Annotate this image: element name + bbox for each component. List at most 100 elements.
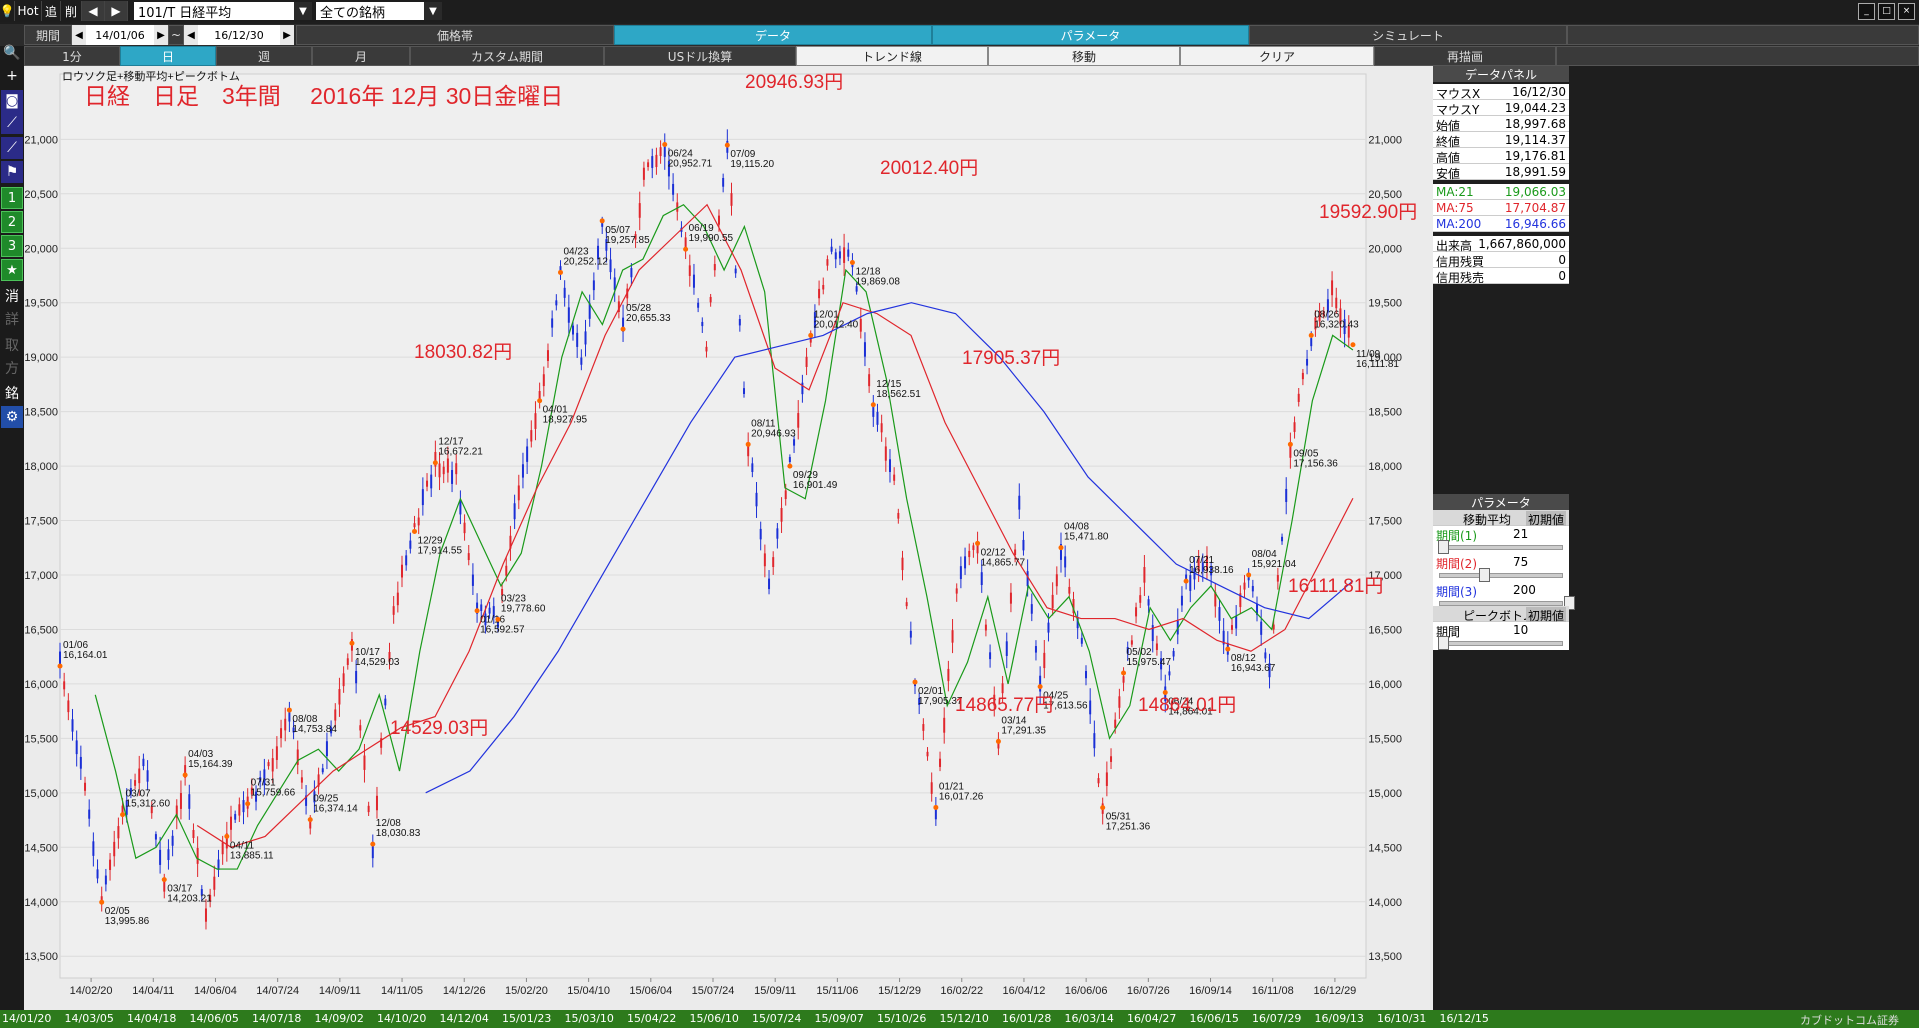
tf-daily[interactable]: 日 [120, 46, 216, 66]
delete-button[interactable]: 削 [61, 1, 82, 21]
trendline-button[interactable]: トレンド線 [796, 46, 988, 66]
data-panel-row: MA:200 16,946.66 [1433, 216, 1569, 232]
candle-body [446, 458, 449, 473]
erase-button[interactable]: 消 [5, 289, 19, 305]
minimize-button[interactable]: _ [1858, 2, 1875, 20]
period-slider-row[interactable]: 期間 10 [1433, 622, 1569, 650]
bottom-date-tick: 15/01/23 [502, 1012, 552, 1025]
custom-period-button[interactable]: カスタム期間 [410, 46, 604, 66]
period-slider-row[interactable]: 期間(3) 200 [1433, 582, 1575, 610]
chart-line-icon[interactable]: ⟋ [1, 112, 23, 134]
peak-value-label: 14,753.84 [292, 724, 337, 735]
universe-select[interactable]: 全ての銘柄 ▼ [316, 2, 442, 21]
slider-handle[interactable] [1438, 636, 1450, 650]
candle-body [1205, 555, 1208, 571]
end-prev-button[interactable]: ◀ [184, 25, 198, 45]
flag-icon[interactable]: ⚑ [1, 161, 23, 183]
price-chart[interactable]: 21,000 21,000 20,500 20,500 20,000 20,000 19,5… [24, 66, 1433, 1010]
tf-monthly[interactable]: 月 [312, 46, 410, 66]
peak-date-label: 01/06 [63, 640, 88, 651]
bulb-icon[interactable]: 💡 [0, 1, 15, 21]
symbol-button[interactable]: 銘 [5, 386, 19, 402]
peak-date-label: 06/24 [1168, 697, 1193, 708]
start-next-button[interactable]: ▶ [154, 25, 168, 45]
hot-button[interactable]: Hot [15, 1, 42, 21]
detail-button[interactable]: 詳 [5, 312, 19, 328]
tab-parameters[interactable]: パラメータ [932, 25, 1249, 45]
reset-button[interactable]: 初期値 [1525, 607, 1566, 624]
slider-handle[interactable] [1479, 568, 1491, 582]
peak-date-label: 10/17 [355, 647, 380, 658]
slider-track[interactable] [1439, 573, 1563, 578]
slider-handle[interactable] [1438, 540, 1450, 554]
candle-body [505, 565, 508, 576]
chevron-down-icon[interactable]: ▼ [424, 2, 442, 20]
candle-body [434, 451, 437, 467]
move-button[interactable]: 移動 [988, 46, 1180, 66]
slider-handle[interactable] [1563, 596, 1575, 610]
tab-simulate[interactable]: シミュレート [1249, 25, 1567, 45]
candle-body [384, 698, 387, 706]
add-button[interactable]: 追 [42, 1, 61, 21]
y-tick-label-right: 16,500 [1368, 624, 1402, 636]
period-value-input[interactable]: 200 [1513, 583, 1536, 597]
star-icon[interactable]: ★ [1, 259, 23, 281]
next-symbol-button[interactable]: ▶ [105, 1, 128, 21]
magnifier-icon[interactable]: 🔍 [3, 45, 21, 61]
start-prev-button[interactable]: ◀ [72, 25, 86, 45]
candle-body [1193, 568, 1196, 580]
candle-body [1147, 599, 1150, 606]
peak-value-label: 15,975.47 [1127, 657, 1172, 668]
x-tick-label: 16/06/06 [1065, 985, 1108, 997]
layout-2-button[interactable]: 2 [1, 211, 23, 233]
reset-button[interactable]: 初期値 [1525, 511, 1566, 528]
redraw-button[interactable]: 再描画 [1374, 46, 1556, 66]
peak-value-label: 18,562.51 [876, 389, 921, 400]
period-slider-row[interactable]: 期間(2) 75 [1433, 554, 1569, 582]
usd-convert-button[interactable]: USドル換算 [604, 46, 796, 66]
peak-date-label: 08/12 [1231, 653, 1256, 664]
peak-marker [557, 269, 563, 275]
clear-button[interactable]: クリア [1180, 46, 1374, 66]
method-button[interactable]: 方 [5, 361, 19, 377]
peak-marker [1162, 690, 1168, 696]
period-slider-row[interactable]: 期間(1) 21 [1433, 526, 1569, 554]
symbol-select[interactable]: 101/T 日経平均 ▼ [134, 2, 312, 21]
slider-track[interactable] [1439, 545, 1563, 550]
tf-weekly[interactable]: 週 [216, 46, 312, 66]
gear-icon[interactable]: ⚙ [1, 406, 23, 428]
candle-body [313, 791, 316, 803]
candle-body [367, 805, 370, 813]
tf-1min[interactable]: 1分 [24, 46, 120, 66]
chevron-down-icon[interactable]: ▼ [294, 2, 312, 20]
close-button[interactable]: × [1898, 2, 1915, 20]
period-value-input[interactable]: 10 [1513, 623, 1529, 637]
bottom-date-bar[interactable]: 14/01/20 14/03/05 14/04/18 14/06/05 14/07/18… [0, 1010, 1919, 1028]
layout-3-button[interactable]: 3 [1, 235, 23, 257]
candle-body [109, 859, 112, 871]
trade-button[interactable]: 取 [5, 338, 19, 354]
slider-track[interactable] [1439, 601, 1563, 606]
prev-symbol-button[interactable]: ◀ [82, 1, 105, 21]
end-next-button[interactable]: ▶ [280, 25, 294, 45]
chart-compare-icon[interactable]: ⟋ [1, 137, 23, 159]
period-value-input[interactable]: 21 [1513, 527, 1529, 541]
candle-body [1155, 643, 1158, 650]
bottom-date-tick: 14/10/20 [377, 1012, 427, 1025]
camera-icon[interactable]: ◙ [1, 90, 23, 112]
candle-body [188, 794, 191, 809]
x-tick-label: 14/06/04 [194, 985, 237, 997]
candle-body [1235, 615, 1238, 629]
slider-track[interactable] [1439, 641, 1563, 646]
price-annotation: 14529.03円 [390, 718, 488, 739]
tab-price-band[interactable]: 価格帯 [296, 25, 614, 45]
restore-button[interactable]: □ [1878, 2, 1895, 20]
end-date-input[interactable]: 16/12/30 [198, 25, 280, 45]
tab-data[interactable]: データ [614, 25, 932, 45]
crosshair-icon[interactable]: + [6, 68, 18, 84]
peak-value-label: 13,885.11 [230, 850, 274, 861]
chart-area[interactable]: 21,000 21,000 20,500 20,500 20,000 20,000 19,5… [24, 66, 1433, 1010]
period-value-input[interactable]: 75 [1513, 555, 1529, 569]
start-date-input[interactable]: 14/01/06 [86, 25, 154, 45]
layout-1-button[interactable]: 1 [1, 187, 23, 209]
